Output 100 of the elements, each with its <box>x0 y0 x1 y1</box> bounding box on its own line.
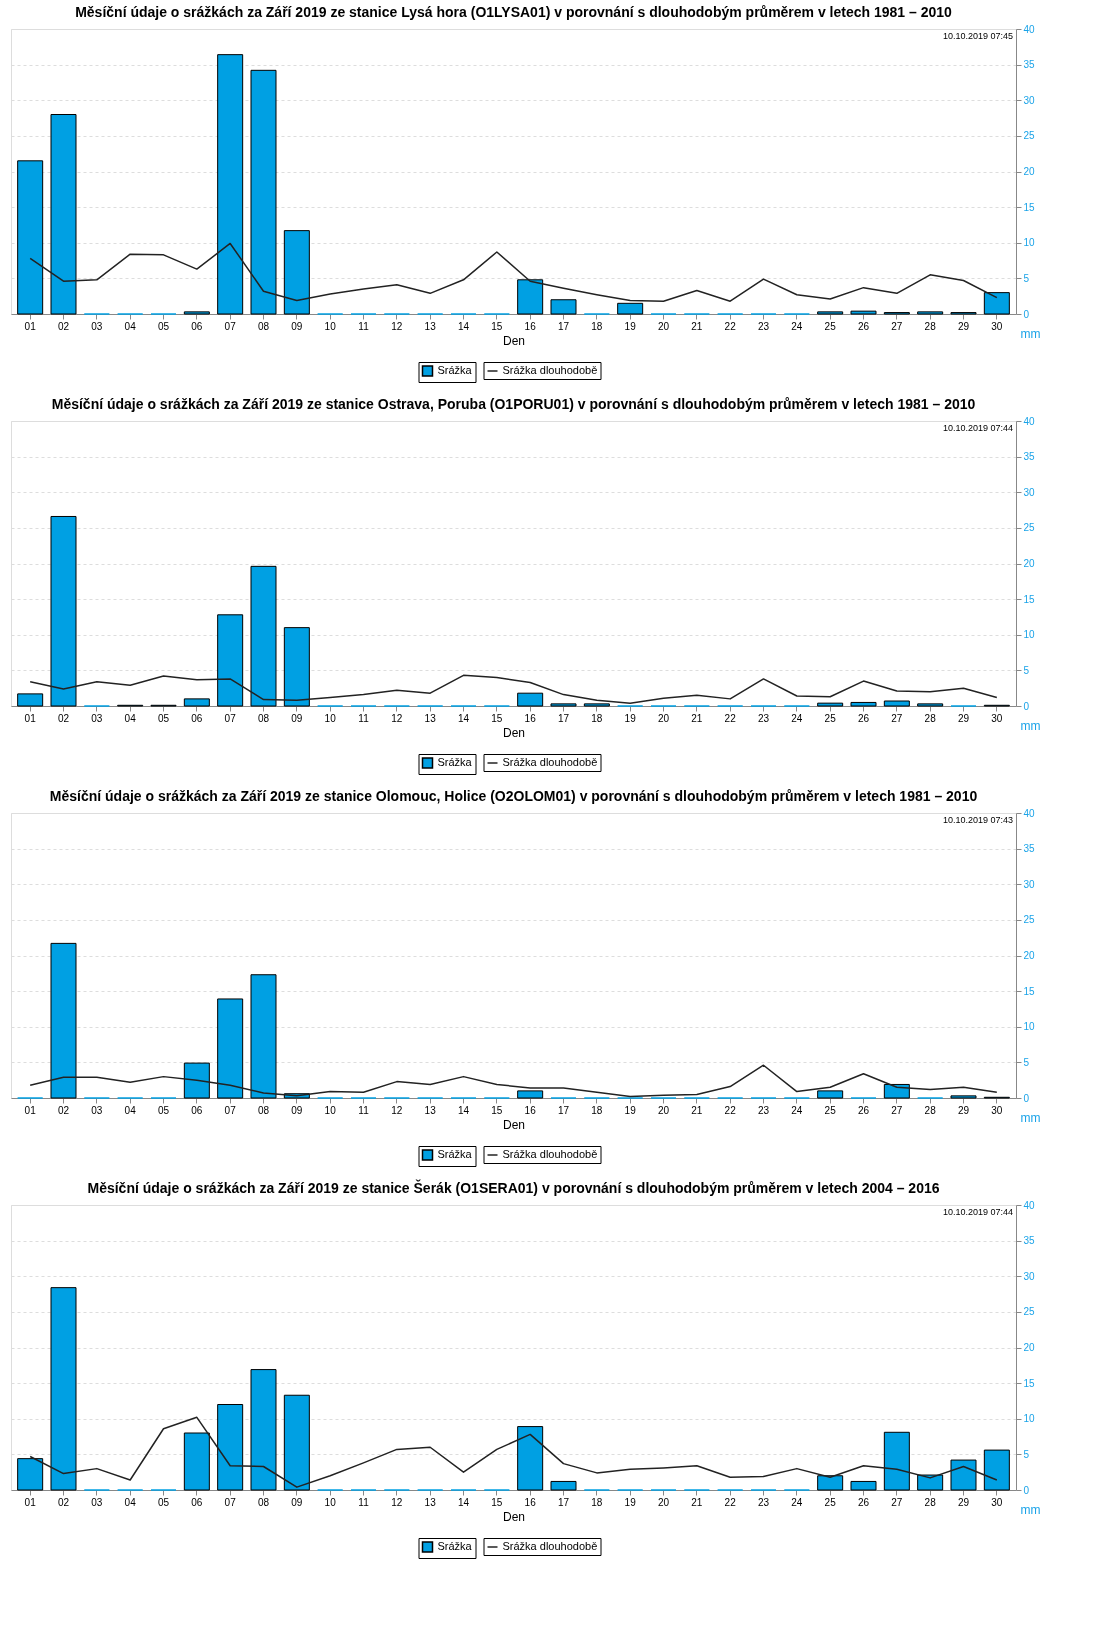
x-tick-label: 16 <box>524 320 537 332</box>
legend-label: Srážka dlouhodobě <box>502 364 598 376</box>
x-tick-label: 14 <box>457 320 470 332</box>
x-tick-label: 21 <box>691 1104 703 1116</box>
x-tick-label: 30 <box>991 320 1003 332</box>
x-tick-label: 11 <box>358 1496 370 1508</box>
x-tick-label: 23 <box>757 320 770 332</box>
y-tick-label: 10 <box>1023 237 1036 249</box>
x-tick-label: 26 <box>857 1496 870 1508</box>
x-tick-label: 18 <box>591 1104 603 1116</box>
x-tick-label: 18 <box>591 320 603 332</box>
x-tick-label: 12 <box>391 1104 403 1116</box>
y-tick-label: 30 <box>1023 878 1036 890</box>
x-tick-label: 28 <box>924 320 937 332</box>
annotation: 10.10.2019 07:43 <box>942 815 1013 825</box>
x-tick-label: 07 <box>224 1104 237 1116</box>
x-tick-label: 01 <box>24 712 37 724</box>
bar <box>50 942 77 1099</box>
x-tick-label: 24 <box>791 712 803 724</box>
x-tick-label: 25 <box>824 1496 837 1508</box>
bar <box>217 54 244 315</box>
bar <box>283 230 310 315</box>
y-tick-label: 15 <box>1023 593 1036 605</box>
x-tick-label: 20 <box>657 1496 670 1508</box>
legend-label: Srážka <box>437 1540 473 1552</box>
x-tick-label: 02 <box>57 1104 70 1116</box>
x-tick-label: 10 <box>324 320 337 332</box>
x-tick-label: 06 <box>191 1104 203 1116</box>
x-tick-label: 03 <box>91 1104 103 1116</box>
x-tick-label: 25 <box>824 320 837 332</box>
x-tick-label: 05 <box>157 1496 170 1508</box>
y-tick-label: 5 <box>1023 1056 1030 1068</box>
bar <box>17 160 44 315</box>
y-tick-label: 35 <box>1023 1235 1036 1247</box>
x-tick-label: 15 <box>491 1496 503 1508</box>
x-tick-label: 11 <box>358 320 370 332</box>
legend-label: Srážka <box>437 1148 473 1160</box>
x-tick-label: 09 <box>291 320 303 332</box>
y-tick-label: 5 <box>1023 272 1030 284</box>
line-series <box>29 1064 998 1098</box>
bar <box>817 311 844 315</box>
y-tick-label: 30 <box>1023 486 1036 498</box>
x-tick-label: 03 <box>91 320 103 332</box>
x-tick-label: 26 <box>857 1104 870 1116</box>
line-series <box>29 242 998 302</box>
y-tick-label: 15 <box>1023 201 1036 213</box>
x-tick-label: 14 <box>457 1496 470 1508</box>
x-tick-label: 10 <box>324 1496 337 1508</box>
bar <box>917 311 944 315</box>
y-tick-label: 15 <box>1023 1377 1036 1389</box>
x-tick-label: 12 <box>391 320 403 332</box>
x-tick-label: 10 <box>324 712 337 724</box>
x-axis-title: Den <box>502 1509 526 1524</box>
x-tick-label: 04 <box>124 320 137 332</box>
bar <box>217 614 244 707</box>
y-tick-label: 25 <box>1023 914 1036 926</box>
x-tick-label: 13 <box>424 712 437 724</box>
x-tick-label: 23 <box>757 1104 770 1116</box>
bar <box>50 515 77 707</box>
x-tick-label: 17 <box>557 712 570 724</box>
x-tick-label: 13 <box>424 320 437 332</box>
x-tick-label: 15 <box>491 320 503 332</box>
x-tick-label: 12 <box>391 1496 403 1508</box>
bar <box>817 1475 844 1491</box>
bar <box>250 1369 277 1491</box>
x-tick-label: 10 <box>324 1104 337 1116</box>
bar <box>883 1431 910 1491</box>
bar <box>550 703 577 707</box>
bar <box>917 1474 944 1491</box>
annotation: 10.10.2019 07:44 <box>942 423 1013 433</box>
chart-title: Měsíční údaje o srážkách za Září 2019 ze stanice Ostrava, Poruba (O1PORU01) v porovnání s dlouhodobým průměrem v letech 1981 – 2010 <box>51 396 976 412</box>
x-tick-label: 15 <box>491 1104 503 1116</box>
y-tick-label: 35 <box>1023 59 1036 71</box>
legend-label: Srážka dlouhodobě <box>502 1148 598 1160</box>
bar <box>183 1432 210 1491</box>
y-tick-label: 40 <box>1023 415 1036 427</box>
y-tick-label: 10 <box>1023 1413 1036 1425</box>
x-tick-label: 11 <box>358 712 370 724</box>
bar <box>583 703 610 707</box>
x-tick-label: 28 <box>924 1104 937 1116</box>
bar <box>517 279 544 315</box>
bar <box>617 302 644 315</box>
x-tick-label: 18 <box>591 712 603 724</box>
y-tick-label: 30 <box>1023 1270 1036 1282</box>
x-tick-label: 19 <box>624 320 637 332</box>
x-tick-label: 04 <box>124 712 137 724</box>
x-tick-label: 20 <box>657 320 670 332</box>
x-tick-label: 14 <box>457 1104 470 1116</box>
bar <box>983 292 1010 315</box>
x-tick-label: 05 <box>157 320 170 332</box>
y-tick-label: 40 <box>1023 807 1036 819</box>
x-tick-label: 06 <box>191 320 203 332</box>
x-tick-label: 01 <box>24 320 37 332</box>
bar <box>850 701 877 707</box>
y-tick-label: 10 <box>1023 1021 1036 1033</box>
chart-title: Měsíční údaje o srážkách za Září 2019 ze stanice Olomouc, Holice (O2OLOM01) v porovnání s dlouhodobým průměrem v letech 1981 – 2010 <box>49 788 978 804</box>
x-tick-label: 20 <box>657 712 670 724</box>
bar <box>283 627 310 707</box>
y-tick-label: 0 <box>1023 1484 1030 1496</box>
x-tick-label: 03 <box>91 712 103 724</box>
